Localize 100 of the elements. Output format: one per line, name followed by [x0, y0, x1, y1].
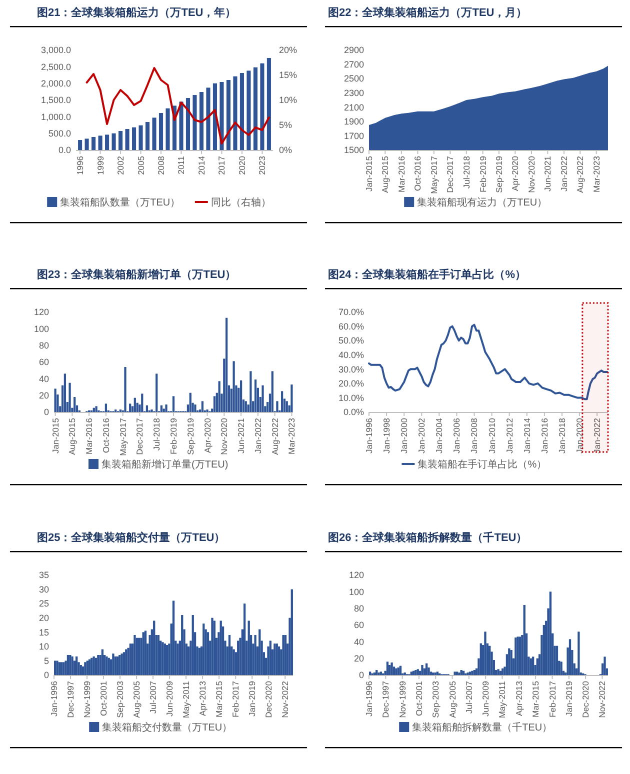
- x-tick-label: Nov-1999: [397, 680, 408, 718]
- y-tick-label: 1500: [344, 145, 364, 156]
- x-tick-label: Aug-2015: [380, 156, 390, 193]
- x-tick-label: Nov-2022: [597, 680, 608, 718]
- x-tick-label: Jun-2009: [164, 680, 175, 716]
- y-tick-label: 10: [38, 642, 49, 652]
- x-tick-label: Aug-2005: [447, 680, 458, 718]
- y-tick-label: 30.0%: [338, 364, 364, 374]
- legend-label: 同比（右轴）: [210, 196, 271, 208]
- x-tick-label: Jan-2019: [564, 680, 574, 716]
- x-tick-label: Aug-2022: [575, 156, 586, 193]
- x-tick-label: Aug-2015: [67, 418, 78, 455]
- x-tick-label: Dec-1997: [65, 680, 76, 718]
- x-tick-label: Jun-2021: [236, 418, 246, 454]
- x-tick-label: Oct-2001: [414, 680, 424, 716]
- y-tick-label: 60: [38, 357, 49, 368]
- y-tick-label: 120: [34, 307, 49, 318]
- y-tick-label: 2,500.0: [40, 62, 71, 72]
- x-tick-label: 2017: [216, 156, 227, 175]
- x-tick-label: Dec-2017: [134, 418, 145, 455]
- x-tick-label: Jan-2014: [522, 418, 532, 454]
- y-tick-label: 80: [354, 603, 364, 614]
- y-tick-label: 20: [354, 653, 364, 664]
- x-tick-label: Jan-2002: [416, 418, 427, 454]
- legend-label: 集装箱船现有运力（万TEU）: [417, 196, 548, 208]
- x-tick-label: Feb-2019: [478, 156, 488, 192]
- x-tick-label: Sep-2003: [115, 680, 126, 718]
- y-tick-label: 60.0%: [338, 321, 364, 332]
- x-tick-label: Mar-2015: [530, 680, 541, 718]
- legend-label: 集装箱船队数量（万TEU）: [60, 196, 180, 208]
- x-tick-label: 2014: [196, 156, 206, 175]
- x-tick-label: May-2011: [497, 680, 508, 718]
- x-tick-label: 2011: [176, 156, 186, 174]
- x-tick-label: Jan-1998: [382, 418, 392, 454]
- y-tick-label: 40.0%: [338, 350, 364, 360]
- legend-label: 集装箱船新增订单量(万TEU): [102, 458, 228, 470]
- x-tick-label: Jan-2022: [592, 418, 602, 454]
- y-tick-label: 5: [44, 656, 49, 666]
- y-tick-label: 40: [38, 374, 49, 384]
- x-tick-label: Dec-2017: [445, 156, 456, 193]
- x-tick-label: Feb-2017: [230, 680, 241, 718]
- x-tick-label: May-2011: [181, 680, 192, 718]
- legend-label: 集装箱船舶拆解数量（千TEU）: [412, 722, 552, 734]
- y-tick-label: 0: [44, 407, 49, 418]
- x-tick-label: Nov-2020: [219, 418, 230, 455]
- x-tick-label: Apr-2020: [202, 418, 212, 453]
- y-tick-label: 20: [38, 613, 49, 624]
- x-tick-label: Jan-2022: [558, 156, 569, 192]
- x-tick-label: Jan-2000: [399, 418, 410, 454]
- x-tick-label: Jul-2018: [461, 156, 472, 189]
- x-tick-label: Mar-2016: [84, 418, 94, 454]
- x-tick-label: Mar-2023: [286, 418, 297, 454]
- x-tick-label: Oct-2001: [98, 680, 108, 716]
- y-tick-label: 1900: [344, 116, 364, 127]
- x-tick-label: 2023: [257, 156, 268, 175]
- y-tick-label: 2100: [344, 102, 364, 112]
- y-tick-label: 1700: [344, 130, 364, 141]
- x-tick-label: Aug-2022: [270, 418, 280, 455]
- x-tick-label: Jan-2004: [434, 418, 444, 454]
- x-tick-label: Jan-2019: [247, 680, 258, 716]
- x-tick-label: Feb-2017: [547, 680, 558, 718]
- y-tick-label: 0.0%: [343, 407, 364, 418]
- x-tick-label: Jan-2008: [469, 418, 480, 454]
- y-tick-label: 2300: [344, 88, 364, 98]
- x-tick-label: Dec-1997: [380, 680, 391, 718]
- x-tick-label: Mar-2016: [396, 156, 406, 192]
- y-tick-label: 2,000.0: [40, 78, 71, 88]
- y-tick-label: 3,000.0: [40, 45, 71, 56]
- x-tick-label: Nov-1999: [82, 680, 92, 718]
- x-tick-label: Jul-2007: [148, 680, 158, 714]
- x-tick-label: Jun-2009: [480, 680, 491, 716]
- x-tick-label: 2020: [236, 156, 247, 175]
- y-tick-label: 50.0%: [338, 336, 364, 346]
- x-tick-label: Jun-2021: [542, 156, 553, 192]
- x-tick-label: Feb-2019: [168, 418, 178, 454]
- y-tick-label: 70.0%: [338, 307, 364, 318]
- y-tick-label: 25: [38, 598, 49, 609]
- chart-title: 图26：全球集装箱船拆解数量（千TEU）: [328, 531, 528, 544]
- legend-label: 集装箱船交付数量（万TEU）: [102, 722, 232, 734]
- x-tick-label: Jan-2012: [504, 418, 514, 454]
- y-tick-label: 40: [354, 636, 364, 647]
- x-tick-label: Jan-2015: [50, 418, 60, 454]
- x-tick-label: Sep-2003: [430, 680, 441, 718]
- x-tick-label: Jan-1996: [48, 680, 59, 716]
- y-tick-label: 20: [38, 390, 49, 400]
- x-tick-label: Jan-2010: [486, 418, 497, 454]
- y-tick-label: 2700: [344, 59, 364, 70]
- x-tick-label: Dec-2020: [264, 680, 274, 718]
- x-tick-label: May-2017: [428, 156, 439, 194]
- y-tick-label: 30: [38, 584, 49, 594]
- chart-title: 图25：全球集装箱船交付量（万TEU）: [37, 531, 226, 544]
- x-tick-label: Jan-1996: [364, 418, 374, 454]
- x-tick-label: Apr-2013: [514, 680, 524, 716]
- y-tick-label: 10.0%: [338, 392, 364, 403]
- x-tick-label: 1996: [75, 156, 86, 175]
- x-tick-label: May-2017: [118, 418, 128, 456]
- chart-title: 图21：全球集装箱船运力（万TEU，年）: [37, 6, 236, 19]
- x-tick-label: Aug-2005: [132, 680, 142, 718]
- y2-tick-label: 5%: [279, 120, 292, 130]
- y-tick-label: 500.0: [48, 128, 71, 138]
